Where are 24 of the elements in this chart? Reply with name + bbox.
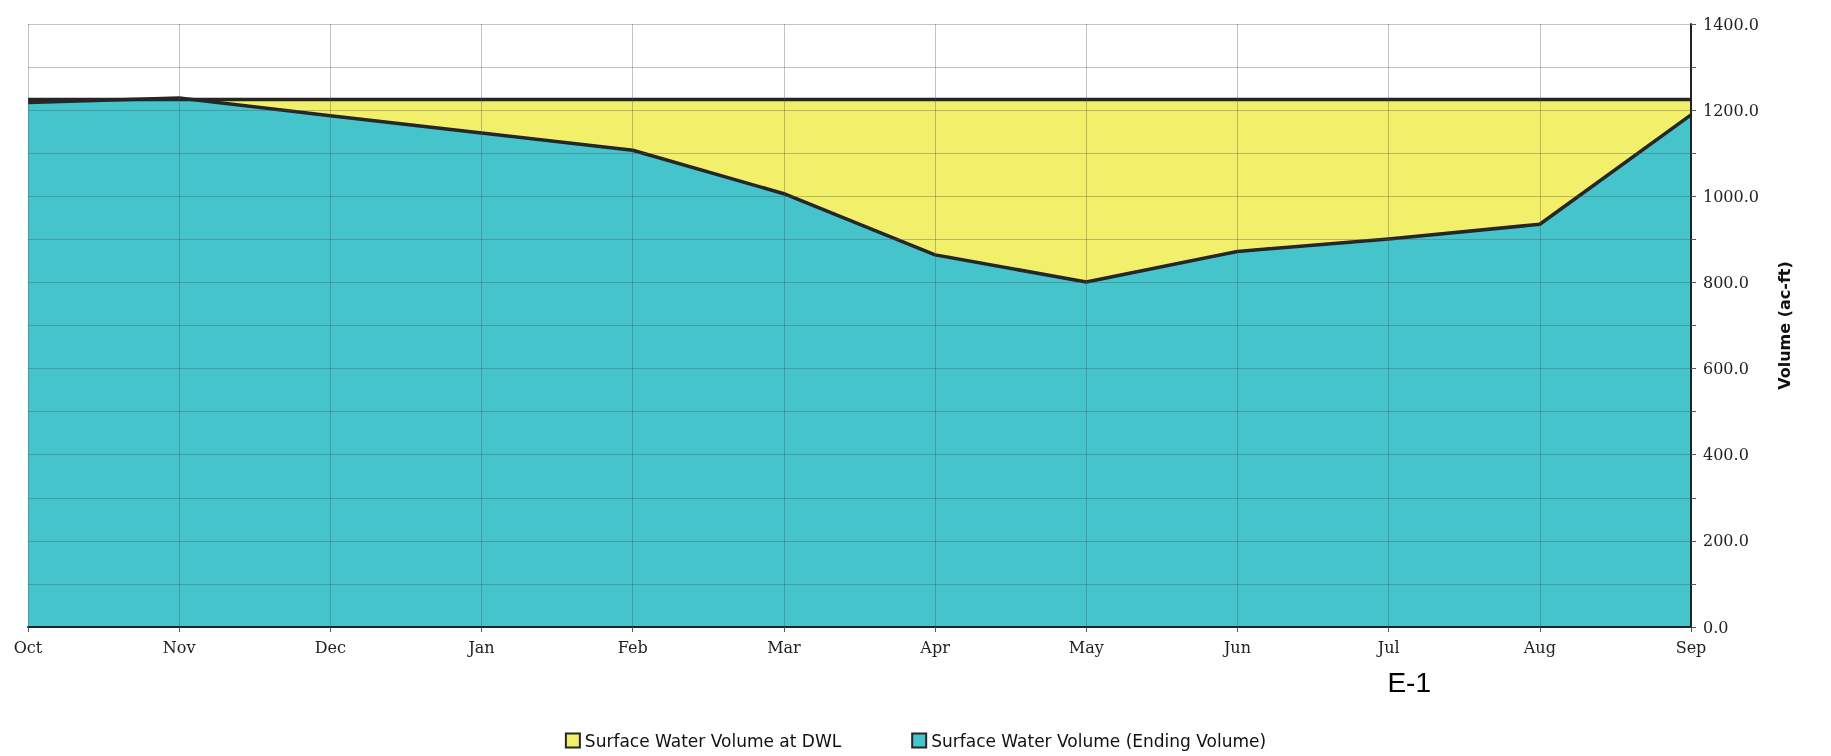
x-tick-label: Apr <box>919 637 951 657</box>
y-tick-label: 1200.0 <box>1703 100 1759 120</box>
x-tick-label: Jan <box>466 637 495 657</box>
y-tick-label: 600.0 <box>1703 359 1749 379</box>
legend-label: Surface Water Volume (Ending Volume) <box>931 730 1267 751</box>
y-tick-label: 800.0 <box>1703 272 1749 292</box>
y-tick-label: 1400.0 <box>1703 14 1759 34</box>
x-tick-label: Oct <box>13 637 43 657</box>
x-tick-label: Feb <box>617 637 648 657</box>
legend-label: Surface Water Volume at DWL <box>584 730 842 751</box>
x-tick-label: Sep <box>1675 637 1707 657</box>
y-tick-label: 0.0 <box>1703 617 1729 637</box>
x-tick-label: Aug <box>1522 637 1556 657</box>
x-tick-label: Jul <box>1375 637 1400 657</box>
y-tick-label: 400.0 <box>1703 445 1749 465</box>
x-tick-label: Dec <box>314 637 347 657</box>
x-tick-label: Jun <box>1221 637 1251 657</box>
y-tick-label: 200.0 <box>1703 531 1749 551</box>
y-axis-title: Volume (ac-ft) <box>1774 261 1794 390</box>
text: E-1 <box>1387 666 1432 698</box>
x-tick-label: Mar <box>767 637 802 657</box>
x-tick-label: May <box>1068 637 1104 657</box>
x-tick-label: Nov <box>162 637 196 657</box>
y-tick-label: 1000.0 <box>1703 186 1759 206</box>
